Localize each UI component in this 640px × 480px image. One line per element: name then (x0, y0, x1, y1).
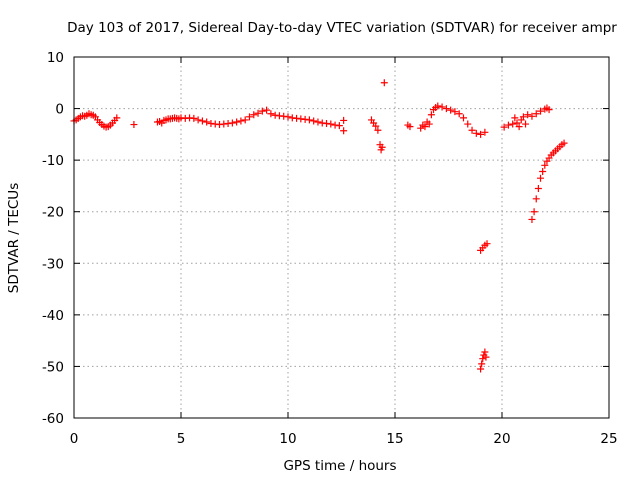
data-point (340, 127, 348, 135)
data-point (481, 348, 489, 356)
data-point (310, 117, 318, 125)
data-point (477, 130, 485, 138)
data-point (237, 117, 245, 125)
x-tick-label: 5 (177, 431, 186, 447)
data-point (472, 129, 480, 137)
data-point (245, 113, 253, 121)
data-point (539, 167, 547, 175)
x-tick-labels: 0 5 10 15 20 25 (70, 431, 618, 447)
y-tick-label: -40 (42, 308, 64, 324)
data-point (483, 240, 491, 248)
data-point (528, 112, 536, 120)
axis-ticks (73, 56, 610, 419)
plot-frame (73, 56, 610, 419)
data-point (464, 120, 472, 128)
y-tick-label: -20 (42, 205, 64, 221)
data-point (447, 106, 455, 114)
data-point (481, 128, 489, 136)
data-point (537, 107, 545, 115)
data-point (263, 106, 271, 114)
data-point (451, 108, 459, 116)
data-point (198, 117, 206, 125)
data-point (421, 123, 429, 131)
data-point (500, 123, 508, 131)
data-point (513, 119, 521, 127)
data-point (478, 360, 486, 368)
data-point (532, 110, 540, 118)
data-point (130, 121, 138, 129)
data-point (545, 106, 553, 114)
data-point (372, 122, 380, 130)
data-point (425, 120, 433, 128)
grid-lines (74, 57, 609, 418)
x-tick-label: 25 (600, 431, 617, 447)
data-point (378, 143, 386, 151)
y-tick-labels: 10 0 -10 -20 -30 -40 -50 -60 (42, 50, 64, 427)
data-point (314, 118, 322, 126)
data-point (258, 107, 266, 115)
data-point (519, 113, 527, 121)
data-point (532, 195, 540, 203)
data-point (438, 103, 446, 111)
data-point (374, 126, 382, 134)
data-point (468, 126, 476, 134)
chart-title: Day 103 of 2017, Sidereal Day-to-day VTE… (67, 20, 617, 36)
data-point (479, 355, 487, 363)
data-point (406, 123, 414, 131)
x-tick-label: 10 (279, 431, 296, 447)
data-point (534, 185, 542, 193)
data-point (477, 365, 485, 373)
y-tick-label: 10 (47, 50, 64, 66)
data-point (427, 111, 435, 119)
data-point (509, 120, 517, 128)
data-point (228, 119, 236, 127)
data-point (482, 353, 490, 361)
data-point (250, 111, 258, 119)
data-point (194, 116, 202, 124)
y-tick-label: 0 (55, 102, 64, 118)
x-tick-label: 0 (70, 431, 79, 447)
data-point (434, 102, 442, 110)
data-point (560, 139, 568, 147)
data-point (459, 114, 467, 122)
x-axis-label: GPS time / hours (283, 458, 396, 474)
data-point (241, 116, 249, 124)
data-point (233, 118, 241, 126)
data-points (70, 79, 568, 373)
x-tick-label: 20 (493, 431, 510, 447)
data-point (203, 118, 211, 126)
y-tick-label: -50 (42, 359, 64, 375)
data-point (254, 109, 262, 117)
y-tick-label: -60 (42, 411, 64, 427)
data-point (528, 215, 536, 223)
data-point (284, 113, 292, 121)
data-point (504, 121, 512, 129)
y-tick-label: -10 (42, 153, 64, 169)
data-point (327, 120, 335, 128)
x-tick-label: 15 (386, 431, 403, 447)
data-point (305, 116, 313, 124)
data-point (511, 114, 519, 122)
data-point (524, 111, 532, 119)
data-point (190, 114, 198, 122)
data-point (442, 105, 450, 113)
data-point (267, 110, 275, 118)
y-axis-label: SDTVAR / TECUs (6, 183, 22, 293)
data-point (522, 120, 530, 128)
data-point (335, 122, 343, 130)
data-point (113, 114, 121, 122)
data-point (340, 116, 348, 124)
data-point (541, 161, 549, 169)
data-point (380, 79, 388, 87)
data-point (530, 208, 538, 216)
data-point (515, 123, 523, 131)
data-point (537, 174, 545, 182)
data-point (455, 110, 463, 118)
y-tick-label: -30 (42, 256, 64, 272)
